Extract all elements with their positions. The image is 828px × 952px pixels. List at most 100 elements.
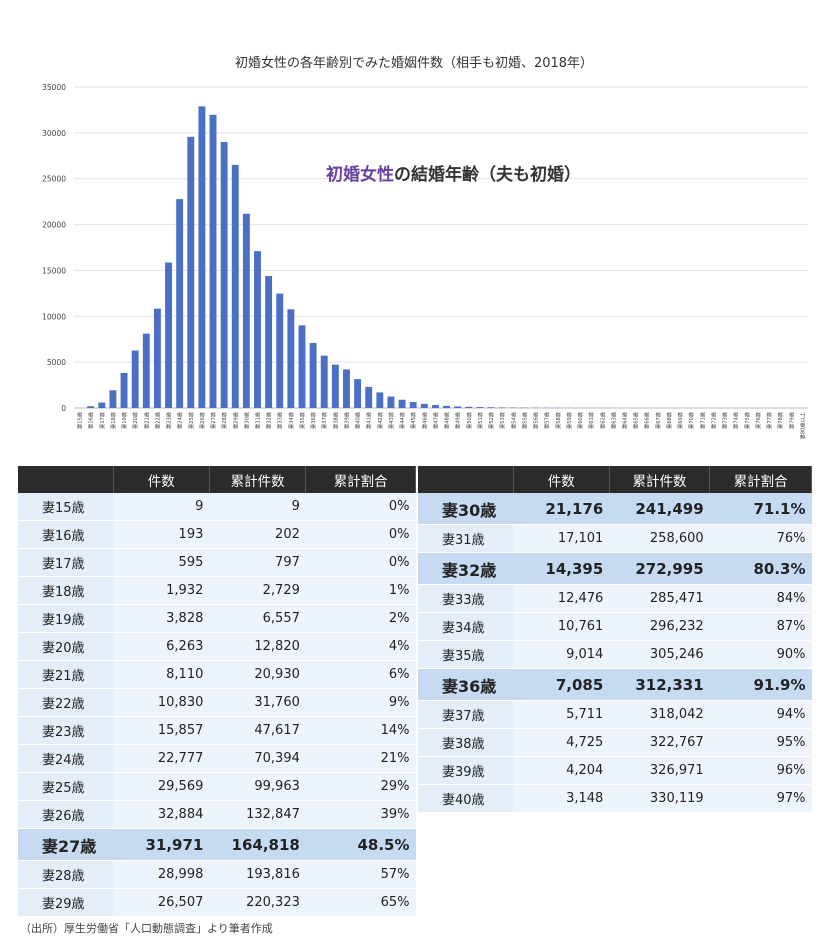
- table-row: 妻27歳 31,971 164,818 48.5%: [18, 828, 416, 861]
- cell-count: 193: [113, 520, 210, 549]
- bar: [254, 251, 261, 408]
- table-row: 妻37歳 5,711 318,042 94%: [418, 700, 812, 729]
- x-tick-label: 妻73歳: [721, 412, 729, 429]
- cell-cumulative: 2,729: [209, 576, 306, 605]
- x-tick-label: 妻60歳: [576, 412, 584, 429]
- cell-count: 8,110: [113, 660, 210, 689]
- x-tick-label: 妻19歳: [120, 412, 128, 429]
- cell-count: 595: [113, 548, 210, 577]
- table-row: 妻39歳 4,204 326,971 96%: [418, 756, 812, 785]
- bar: [398, 399, 406, 408]
- row-label: 妻24歳: [18, 744, 114, 773]
- row-label: 妻20歳: [18, 632, 114, 661]
- cell-cumulative: 132,847: [209, 800, 306, 829]
- cell-ratio: 9%: [305, 688, 416, 717]
- cell-count: 10,830: [113, 688, 210, 717]
- bar: [465, 406, 473, 408]
- header-ratio: 累計割合: [709, 466, 812, 493]
- x-tick-label: 妻31歳: [254, 412, 262, 429]
- bar: [476, 407, 484, 408]
- x-tick-label: 妻36歳: [309, 412, 317, 429]
- x-tick-label: 妻34歳: [287, 412, 295, 429]
- cell-cumulative: 330,119: [609, 784, 710, 813]
- x-tick-label: 妻22歳: [153, 412, 161, 429]
- cell-count: 28,998: [113, 860, 210, 889]
- bar: [420, 403, 428, 408]
- cell-ratio: 29%: [305, 772, 416, 801]
- table-row: 妻32歳 14,395 272,995 80.3%: [418, 552, 812, 585]
- source-note: （出所）厚生労働省「人口動態調査」より筆者作成: [20, 922, 273, 935]
- bar: [187, 136, 195, 408]
- table-row: 妻25歳 29,569 99,963 29%: [18, 772, 416, 801]
- x-tick-label: 妻65歳: [632, 412, 640, 429]
- x-tick-label: 妻46歳: [420, 412, 428, 429]
- bar: [265, 275, 273, 408]
- y-tick-label: 25000: [42, 175, 66, 184]
- table-row: 妻38歳 4,725 322,767 95%: [418, 728, 812, 757]
- bar: [376, 392, 384, 408]
- bar: [276, 293, 284, 408]
- x-tick-label: 妻47歳: [431, 412, 439, 429]
- table-row: 妻23歳 15,857 47,617 14%: [18, 716, 416, 745]
- cell-count: 5,711: [513, 700, 610, 729]
- table-row: 妻17歳 595 797 0%: [18, 548, 416, 577]
- cell-cumulative: 305,246: [609, 640, 710, 669]
- table-row: 妻28歳 28,998 193,816 57%: [18, 860, 416, 889]
- header-count: 件数: [513, 466, 610, 493]
- cell-ratio: 0%: [305, 493, 416, 521]
- cell-ratio: 0%: [305, 548, 416, 577]
- x-tick-label: 妻21歳: [142, 412, 150, 429]
- x-tick-label: 妻32歳: [265, 412, 273, 429]
- cell-ratio: 6%: [305, 660, 416, 689]
- cell-cumulative: 6,557: [209, 604, 306, 633]
- cell-count: 4,204: [513, 756, 610, 785]
- cell-cumulative: 326,971: [609, 756, 710, 785]
- cell-ratio: 97%: [709, 784, 812, 813]
- cell-ratio: 1%: [305, 576, 416, 605]
- cell-cumulative: 164,818: [209, 828, 306, 861]
- bar: [454, 406, 462, 408]
- cell-count: 9: [113, 493, 210, 521]
- x-tick-label: 妻26歳: [198, 412, 206, 429]
- cell-count: 7,085: [513, 668, 610, 701]
- x-tick-label: 妻44歳: [398, 412, 406, 429]
- bar: [231, 164, 239, 408]
- cell-ratio: 96%: [709, 756, 812, 785]
- table-row: 妻31歳 17,101 258,600 76%: [418, 524, 812, 553]
- bar: [131, 350, 139, 408]
- x-tick-label: 妻63歳: [609, 412, 617, 429]
- bar: [165, 262, 172, 408]
- annotation-highlight: 初婚女性: [326, 165, 394, 185]
- x-tick-label: 妻18歳: [109, 412, 117, 429]
- cell-cumulative: 312,331: [609, 668, 710, 701]
- row-label: 妻33歳: [418, 584, 514, 613]
- x-tick-label: 妻24歳: [176, 412, 184, 429]
- cell-ratio: 91.9%: [709, 668, 812, 701]
- cell-cumulative: 258,600: [609, 524, 710, 553]
- x-tick-label: 妻33歳: [276, 412, 284, 429]
- table-row: 妻16歳 193 202 0%: [18, 520, 416, 549]
- x-tick-label: 妻54歳: [509, 412, 517, 429]
- y-tick-label: 30000: [42, 129, 66, 138]
- cell-ratio: 0%: [305, 520, 416, 549]
- cell-count: 1,932: [113, 576, 210, 605]
- cell-ratio: 90%: [709, 640, 812, 669]
- x-tick-label: 妻49歳: [454, 412, 462, 429]
- x-tick-label: 妻77歳: [765, 412, 773, 429]
- x-tick-label: 妻35歳: [298, 412, 306, 429]
- cell-cumulative: 47,617: [209, 716, 306, 745]
- bar: [287, 309, 295, 408]
- row-label: 妻28歳: [18, 860, 114, 889]
- bar: [87, 406, 95, 408]
- bar: [142, 333, 150, 408]
- corner-cell: [18, 466, 114, 493]
- x-tick-label: 妻42歳: [376, 412, 384, 429]
- cell-ratio: 39%: [305, 800, 416, 829]
- x-tick-label: 妻52歳: [487, 412, 495, 429]
- row-label: 妻16歳: [18, 520, 114, 549]
- table-row: 妻22歳 10,830 31,760 9%: [18, 688, 416, 717]
- cell-count: 15,857: [113, 716, 210, 745]
- table-row: 妻24歳 22,777 70,394 21%: [18, 744, 416, 773]
- bar: [498, 407, 506, 408]
- bar: [209, 114, 217, 408]
